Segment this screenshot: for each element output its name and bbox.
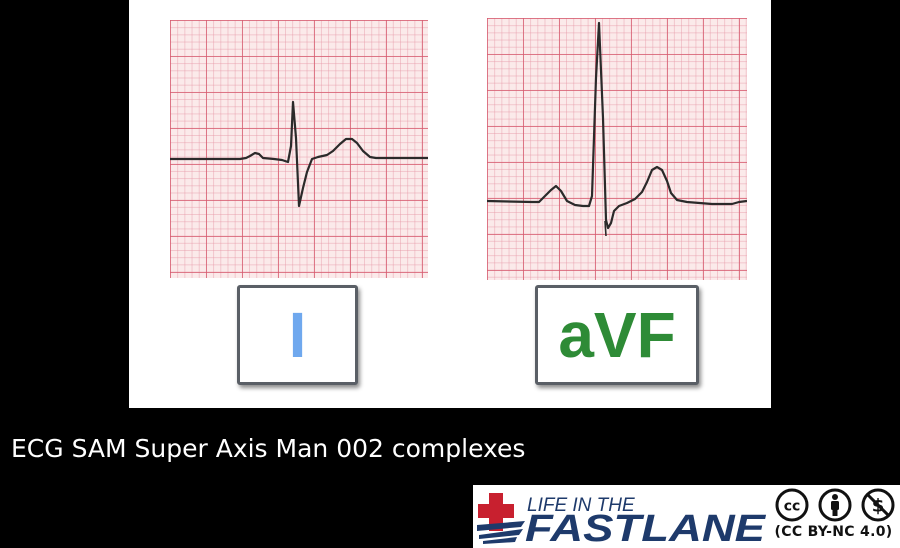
lead-label-avf: aVF xyxy=(558,299,676,371)
lead-label-i: I xyxy=(288,299,307,371)
life-in-the-fastlane-logo[interactable]: LIFE IN THE FASTLANE xyxy=(477,491,767,545)
non-commercial-dollar-icon: $ xyxy=(861,488,895,522)
cc-license-badge[interactable]: cc $ (CC BY-NC 4.0) xyxy=(767,485,900,548)
lead-label-box-i: I xyxy=(237,285,358,385)
creative-commons-icon: cc xyxy=(775,488,809,522)
svg-text:cc: cc xyxy=(784,499,801,515)
ecg-trace-lead-i xyxy=(170,100,428,208)
speed-swoosh-icon xyxy=(477,521,525,544)
footer-credits: LIFE IN THE FASTLANE cc $ (CC BY-NC 4.0) xyxy=(473,485,900,548)
cc-license-icons: cc $ xyxy=(775,488,895,522)
attribution-person-icon xyxy=(818,488,852,522)
slide-caption: ECG SAM Super Axis Man 002 complexes xyxy=(11,434,526,463)
logo-text-line2: FASTLANE xyxy=(525,508,767,545)
ecg-strip-lead-avf xyxy=(487,18,747,280)
ecg-figure-panel: I aVF xyxy=(129,0,771,408)
cc-license-text: (CC BY-NC 4.0) xyxy=(774,524,893,540)
cross-icon xyxy=(478,493,514,531)
ecg-trace-lead-avf xyxy=(487,21,747,237)
logo-text-line1: LIFE IN THE xyxy=(527,495,635,516)
ecg-strip-lead-i xyxy=(170,20,428,278)
lead-label-box-avf: aVF xyxy=(535,285,699,385)
